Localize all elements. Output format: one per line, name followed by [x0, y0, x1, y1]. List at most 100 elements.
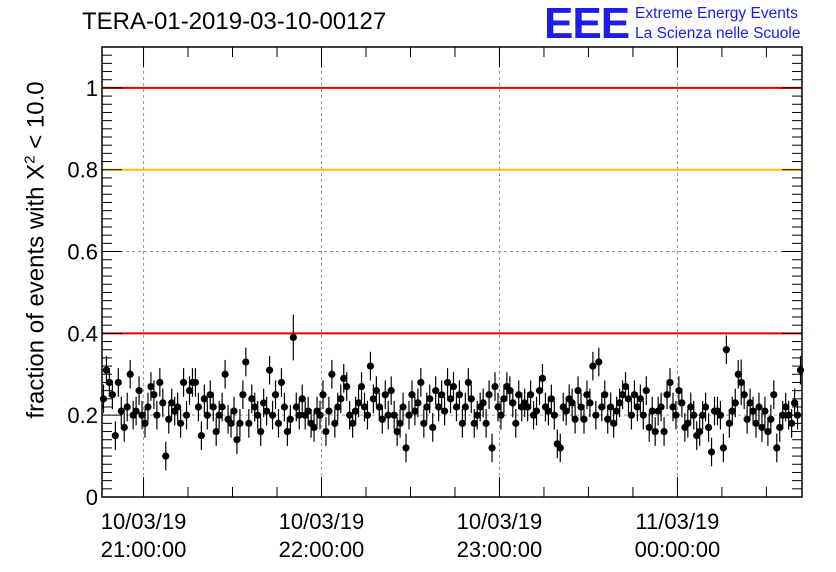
data-point	[257, 427, 265, 436]
data-point	[185, 387, 194, 395]
data-point	[263, 407, 271, 415]
data-point	[429, 423, 437, 432]
data-point	[663, 391, 671, 399]
data-point	[512, 419, 520, 427]
data-point	[547, 395, 555, 403]
data-point	[375, 403, 383, 411]
data-point	[479, 399, 487, 407]
data-point	[595, 358, 603, 366]
data-point	[776, 423, 784, 432]
data-point	[782, 403, 790, 411]
data-point	[147, 382, 155, 391]
data-point	[633, 403, 641, 411]
data-point	[618, 391, 627, 399]
data-point	[230, 407, 238, 415]
data-point	[770, 391, 778, 399]
data-point	[699, 411, 707, 419]
data-point	[666, 378, 674, 387]
data-point	[292, 403, 300, 411]
data-point	[162, 452, 170, 460]
x-tick-label-date: 10/03/19	[457, 509, 543, 534]
data-point	[446, 395, 455, 403]
data-point	[491, 382, 499, 391]
data-point	[191, 378, 200, 387]
data-point	[363, 411, 372, 419]
data-point	[538, 374, 547, 382]
data-point	[322, 427, 330, 436]
data-point	[785, 411, 793, 419]
data-point	[396, 419, 404, 427]
data-point	[687, 403, 695, 411]
data-point	[568, 399, 576, 407]
data-point	[604, 415, 612, 423]
y-tick-label: 0.6	[67, 240, 98, 265]
data-point	[105, 378, 114, 387]
data-point	[177, 419, 185, 427]
data-point	[337, 395, 345, 403]
data-point	[423, 403, 431, 411]
data-point	[524, 403, 532, 411]
data-point	[506, 387, 514, 395]
data-point	[372, 387, 380, 395]
data-point	[758, 423, 766, 432]
data-point	[245, 419, 253, 427]
data-point	[200, 395, 208, 403]
data-point	[179, 378, 188, 387]
data-point	[316, 411, 324, 419]
data-point	[212, 427, 220, 436]
data-point	[639, 411, 647, 419]
data-point	[378, 415, 386, 423]
data-point	[144, 403, 152, 411]
data-point	[310, 423, 318, 432]
data-point	[580, 415, 588, 423]
data-point	[114, 378, 122, 387]
data-point	[660, 427, 668, 436]
data-point	[236, 419, 244, 427]
data-point	[746, 399, 754, 407]
plot-frame	[101, 46, 803, 498]
data-point	[135, 387, 143, 395]
data-point	[621, 382, 630, 391]
x-tick-label-time: 22:00:00	[279, 537, 365, 562]
data-point	[274, 419, 283, 427]
data-point	[728, 407, 736, 415]
data-point	[99, 395, 108, 403]
data-point	[684, 419, 692, 427]
data-point	[615, 399, 624, 407]
data-point	[239, 391, 247, 399]
data-point	[544, 407, 552, 415]
data-point	[497, 411, 505, 419]
data-point	[203, 411, 211, 419]
data-point	[384, 411, 392, 419]
data-point	[366, 362, 375, 370]
data-point	[174, 403, 182, 411]
data-point	[349, 419, 357, 427]
data-point	[743, 415, 751, 423]
data-point	[449, 382, 458, 391]
data-point	[690, 411, 698, 419]
data-point	[417, 378, 425, 387]
data-point	[182, 411, 191, 419]
data-point	[221, 370, 229, 378]
data-point	[749, 407, 757, 415]
data-point	[773, 444, 781, 452]
data-point	[672, 411, 680, 419]
data-point	[280, 403, 289, 411]
data-point	[298, 395, 306, 403]
data-point	[277, 378, 286, 387]
data-point	[218, 403, 226, 411]
data-point	[194, 403, 202, 411]
data-point	[583, 391, 591, 399]
data-point	[435, 403, 443, 411]
data-point	[788, 419, 796, 427]
data-point	[793, 411, 802, 419]
data-point	[126, 370, 134, 378]
data-point	[399, 403, 407, 411]
data-point	[390, 411, 398, 419]
data-point	[470, 419, 478, 427]
data-point	[354, 399, 363, 407]
data-point	[283, 427, 291, 436]
data-point	[102, 366, 111, 374]
data-point	[707, 448, 716, 456]
data-point	[752, 419, 760, 427]
